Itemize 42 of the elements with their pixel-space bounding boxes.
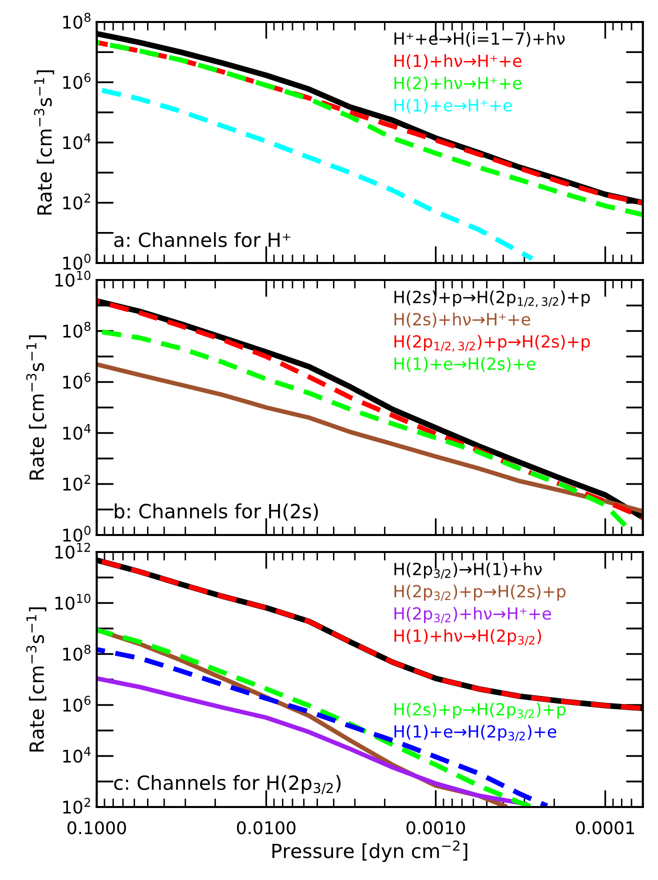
text: H(2p$_{1/2,3/2}$)+p→H(2s)+p bbox=[394, 334, 590, 352]
text: H(1)+e→H⁺+e bbox=[394, 98, 512, 114]
x-tick-label: 0.0001 bbox=[576, 821, 634, 834]
y-tick-label: 10$^{0}$ bbox=[63, 526, 90, 542]
y-tick-label: 10$^{2}$ bbox=[63, 194, 90, 210]
x-tick-label: 0.0100 bbox=[237, 821, 296, 834]
text: H(2)+hν→H⁺+e bbox=[394, 76, 522, 92]
y-tick-label: 10$^{0}$ bbox=[63, 254, 90, 270]
y-tick-label: 10$^{6}$ bbox=[63, 73, 91, 89]
y-tick-label: 10$^{8}$ bbox=[63, 644, 90, 661]
y-tick-label: 10$^{6}$ bbox=[63, 372, 91, 389]
text: H(2p$_{3/2}$)+p→H(2s)+p bbox=[394, 584, 566, 602]
y-tick-label: 10$^{2}$ bbox=[63, 474, 90, 491]
legend-label: H(2s)+p→H(2p$_{1/2,3/2}$)+p bbox=[394, 290, 590, 308]
annotation: b: Channels for H(2s) bbox=[114, 503, 318, 521]
x-tick-label: 0.0010 bbox=[406, 821, 465, 834]
y-tick-label: 10$^{6}$ bbox=[63, 696, 91, 712]
annotation: c: Channels for H(2p$_{3/2}$) bbox=[114, 775, 341, 794]
text: H(2s)+hν→H⁺+e bbox=[394, 312, 530, 328]
legend-label: H⁺+e→H(i=1−7)+hν bbox=[394, 32, 565, 47]
y-axis-title: Rate [cm$^{−3}$s$^{−1}$] bbox=[26, 335, 46, 480]
y-tick-label: 10$^{4}$ bbox=[63, 133, 91, 150]
y-tick-label: 10$^{2}$ bbox=[63, 798, 90, 814]
series-label: H(1)+e→H(2p$_{3/2}$)+e bbox=[394, 724, 556, 742]
y-tick-label: 10$^{4}$ bbox=[63, 746, 91, 763]
legend-label: H(2p$_{3/2}$)→H(1)+hν bbox=[394, 562, 542, 579]
y-axis-title: Rate [cm$^{−3}$s$^{−1}$] bbox=[26, 607, 46, 752]
text: H(2p$_{3/2}$)+hν→H⁺+e bbox=[394, 606, 552, 624]
annotation: a: Channels for H⁺ bbox=[114, 232, 290, 248]
series-label: H(1)+hν→H(2p$_{3/2}$) bbox=[394, 629, 542, 646]
y-tick-label: 10$^{8}$ bbox=[63, 322, 90, 338]
y-tick-label: 10$^{12}$ bbox=[55, 542, 90, 559]
series-label: H(2s)+p→H(2p$_{3/2}$)+p bbox=[394, 702, 566, 720]
text: H(1)+e→H(2s)+e bbox=[394, 357, 536, 372]
y-tick-label: 10$^{10}$ bbox=[55, 594, 90, 610]
y-tick-label: 10$^{10}$ bbox=[55, 270, 90, 287]
y-tick-label: 10$^{8}$ bbox=[63, 12, 90, 29]
x-axis-title: Pressure [dyn cm$^{−2}$] bbox=[272, 840, 468, 862]
y-axis-title: Rate [cm$^{−3}$s$^{−1}$] bbox=[34, 70, 54, 214]
x-tick-label: 0.1000 bbox=[67, 821, 126, 834]
y-tick-label: 10$^{4}$ bbox=[63, 424, 91, 440]
text: H(1)+hν→H⁺+e bbox=[394, 54, 522, 70]
